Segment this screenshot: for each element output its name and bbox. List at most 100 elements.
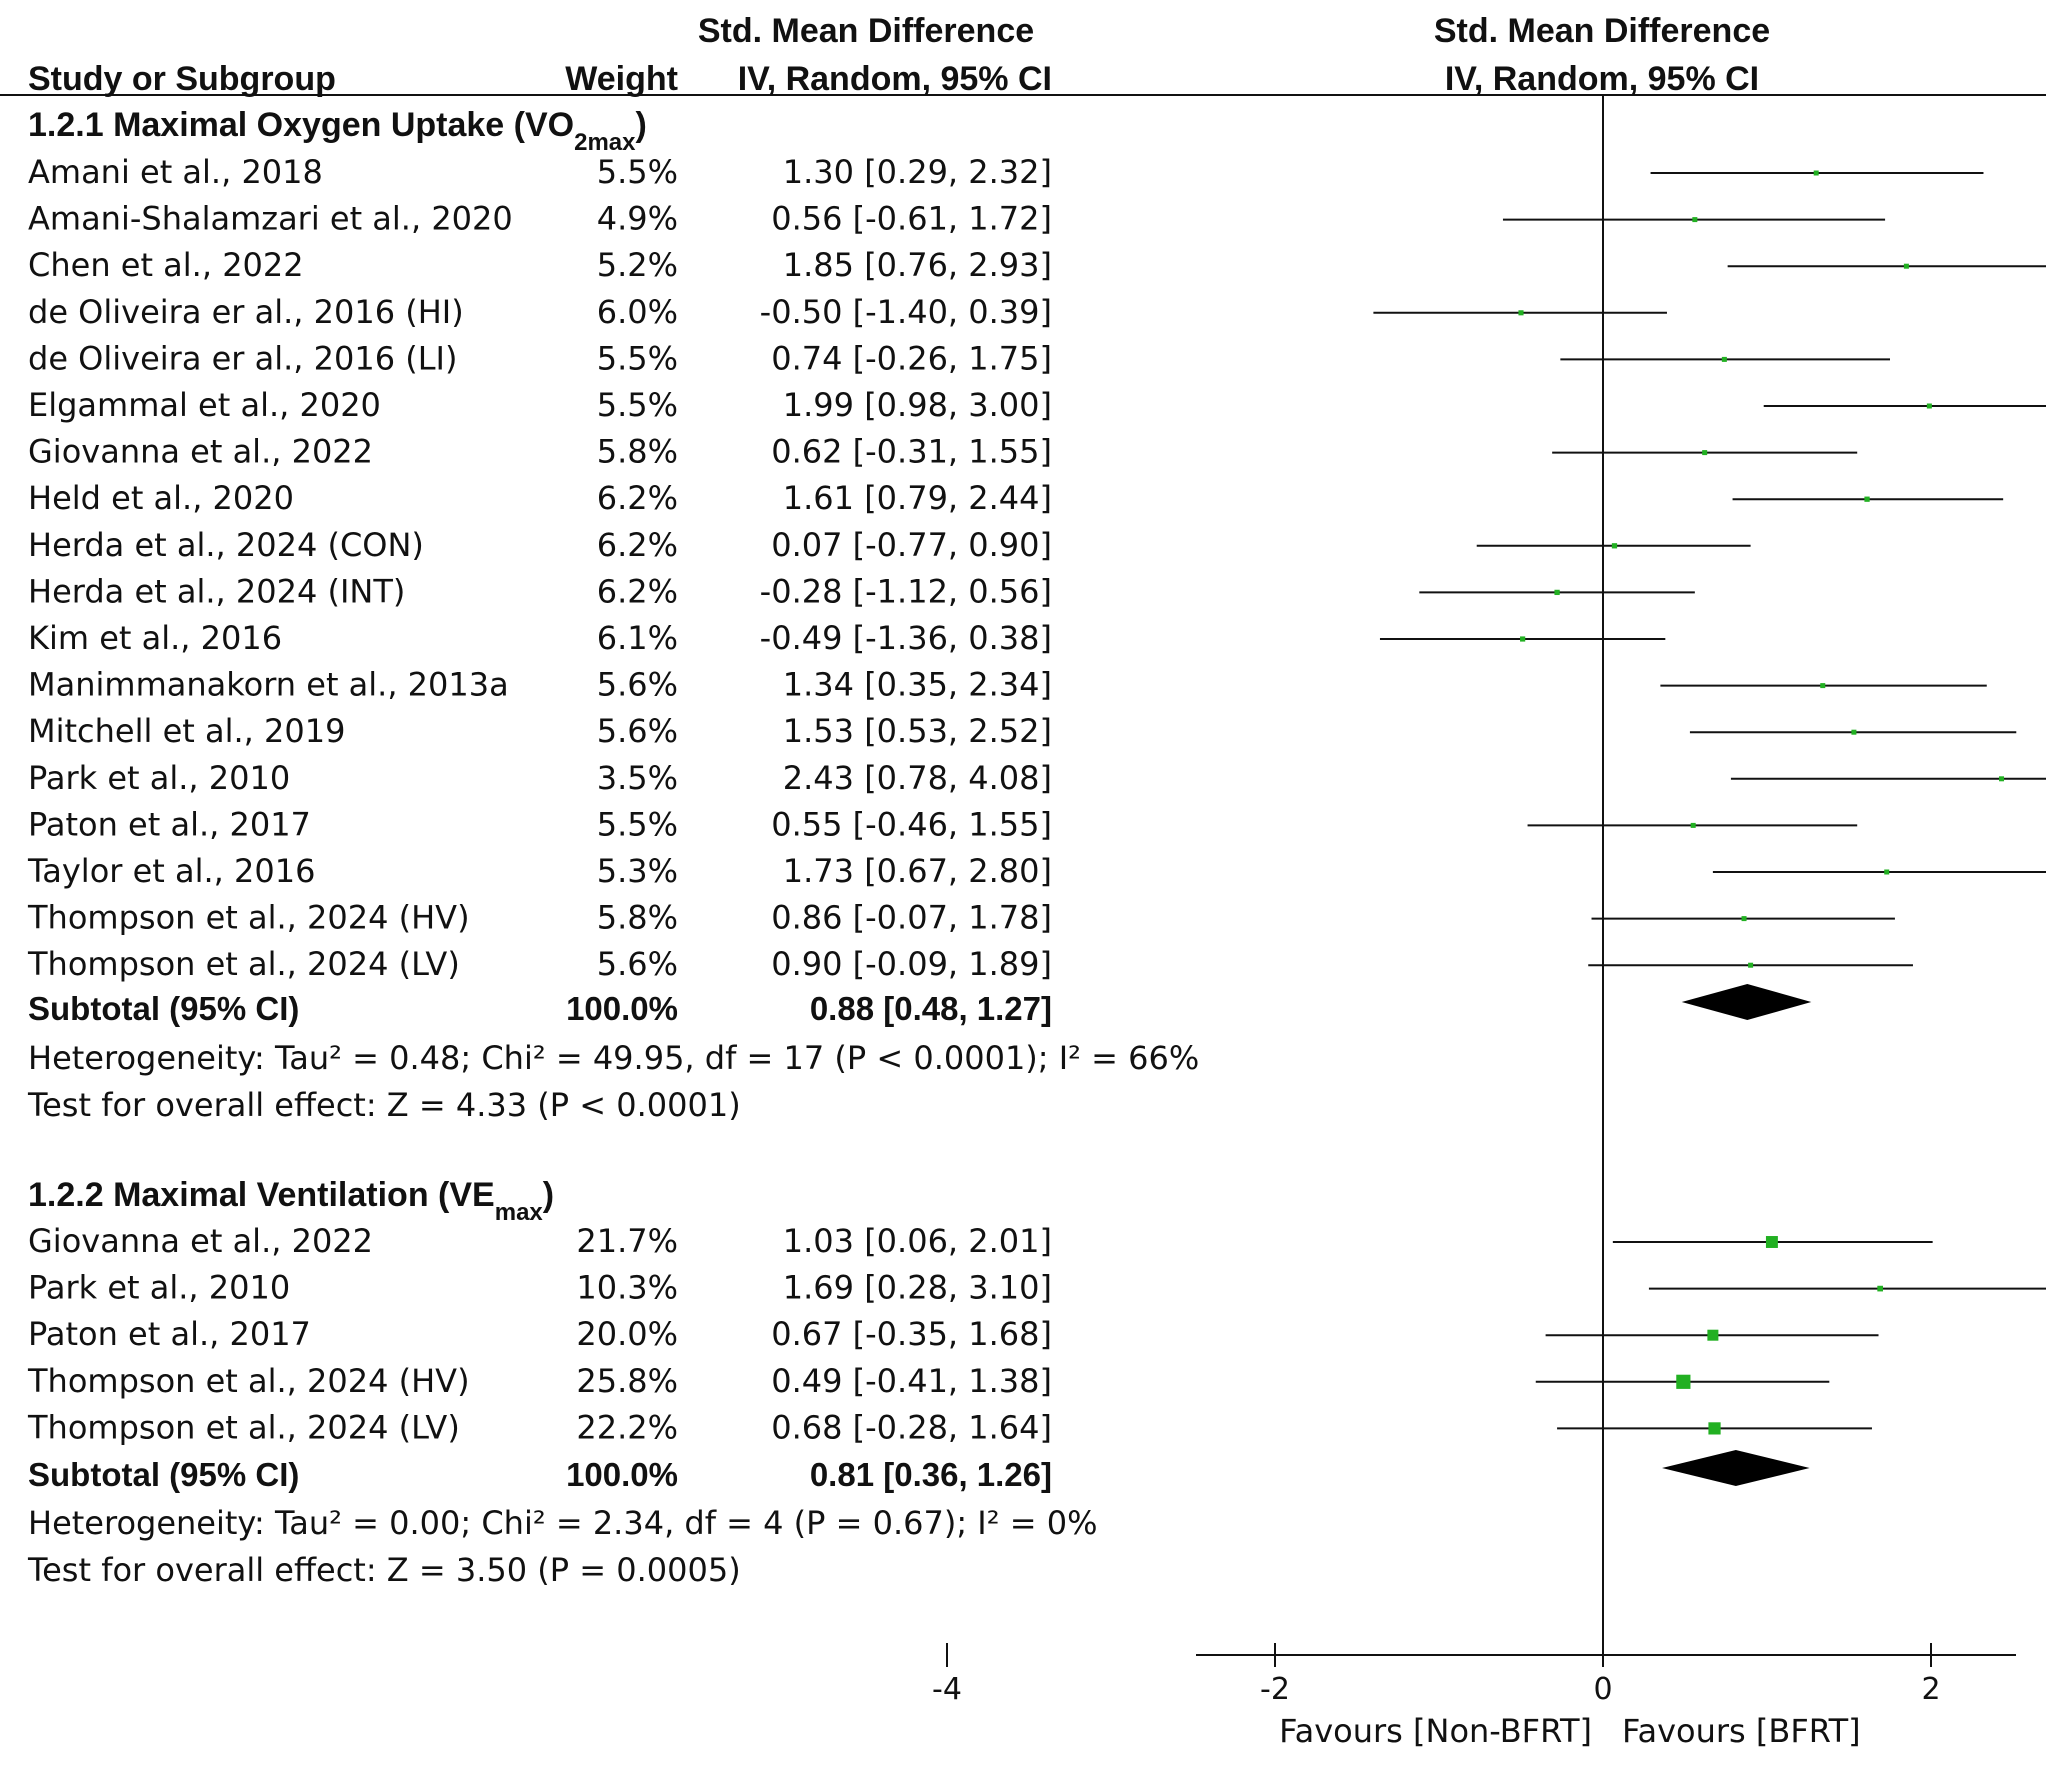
- study-weight: 5.8%: [597, 433, 678, 471]
- study-name: Thompson et al., 2024 (LV): [27, 945, 460, 983]
- study-name: Chen et al., 2022: [28, 246, 304, 284]
- group-2-title: 1.2.2 Maximal Ventilation (VEmax): [28, 1176, 554, 1226]
- subtotal-weight: 100.0%: [566, 990, 678, 1027]
- effect-marker: [1926, 403, 1932, 409]
- study-name: Thompson et al., 2024 (LV): [27, 1408, 460, 1446]
- effect-header-top: Std. Mean Difference: [698, 12, 1034, 50]
- study-weight: 25.8%: [576, 1362, 678, 1400]
- subtotal-weight: 100.0%: [566, 1456, 678, 1493]
- favours-right-label: Favours [BFRT]: [1622, 1712, 1861, 1750]
- study-weight: 21.7%: [576, 1222, 678, 1260]
- study-weight: 5.3%: [597, 852, 678, 890]
- effect-marker: [1702, 450, 1708, 456]
- study-effect-ci: 2.43 [0.78, 4.08]: [783, 759, 1052, 797]
- study-weight: 6.2%: [597, 572, 678, 610]
- study-name: Herda et al., 2024 (CON): [28, 526, 424, 564]
- effect-marker: [1554, 589, 1560, 596]
- axis-tick-label: -4: [932, 1672, 962, 1707]
- study-weight: 5.6%: [597, 666, 678, 704]
- study-name: Thompson et al., 2024 (HV): [27, 899, 470, 937]
- study-name: Taylor et al., 2016: [27, 852, 315, 890]
- study-weight: 20.0%: [576, 1315, 678, 1353]
- weight-header: Weight: [565, 60, 678, 98]
- effect-marker: [1692, 217, 1698, 223]
- study-effect-ci: 0.86 [-0.07, 1.78]: [771, 899, 1052, 937]
- plot-marks: [1373, 170, 2046, 1486]
- study-effect-ci: -0.28 [-1.12, 0.56]: [760, 572, 1052, 610]
- study-name: Giovanna et al., 2022: [28, 433, 373, 471]
- study-name: Elgammal et al., 2020: [28, 386, 381, 424]
- study-effect-ci: 0.74 [-0.26, 1.75]: [771, 339, 1052, 377]
- study-weight: 6.2%: [597, 479, 678, 517]
- study-weight: 5.5%: [597, 386, 678, 424]
- study-effect-ci: 1.30 [0.29, 2.32]: [783, 153, 1052, 191]
- effect-marker: [1520, 636, 1526, 642]
- study-weight: 22.2%: [576, 1408, 678, 1446]
- group-2-heterogeneity: Heterogeneity: Tau² = 0.00; Chi² = 2.34,…: [28, 1504, 1097, 1542]
- study-weight: 5.5%: [597, 153, 678, 191]
- study-effect-ci: 1.85 [0.76, 2.93]: [783, 246, 1052, 284]
- effect-header-bottom: IV, Random, 95% CI: [738, 60, 1052, 98]
- study-name: Held et al., 2020: [28, 479, 294, 517]
- group-2-rows: Giovanna et al., 2022 21.7% 1.03 [0.06, 2.…: [27, 1222, 1052, 1493]
- study-effect-ci: 1.61 [0.79, 2.44]: [783, 479, 1052, 517]
- subtotal-effect-ci: 0.81 [0.36, 1.26]: [810, 1456, 1052, 1493]
- effect-marker: [1611, 543, 1618, 549]
- study-weight: 5.5%: [597, 339, 678, 377]
- study-name: Mitchell et al., 2019: [28, 712, 345, 750]
- study-name: de Oliveira er al., 2016 (HI): [28, 293, 464, 331]
- study-weight: 10.3%: [576, 1269, 678, 1307]
- study-effect-ci: 0.49 [-0.41, 1.38]: [771, 1362, 1052, 1400]
- effect-marker: [1748, 962, 1754, 968]
- group-1-overall-effect: Test for overall effect: Z = 4.33 (P < 0…: [27, 1086, 741, 1124]
- study-effect-ci: 1.73 [0.67, 2.80]: [783, 852, 1052, 890]
- study-name: Kim et al., 2016: [28, 619, 282, 657]
- effect-marker: [1721, 356, 1727, 362]
- study-effect-ci: 1.34 [0.35, 2.34]: [783, 666, 1052, 704]
- study-name: Herda et al., 2024 (INT): [28, 572, 405, 610]
- study-effect-ci: 1.99 [0.98, 3.00]: [783, 386, 1052, 424]
- effect-marker: [1877, 1285, 1883, 1292]
- study-effect-ci: 1.53 [0.53, 2.52]: [783, 712, 1052, 750]
- study-effect-ci: 1.69 [0.28, 3.10]: [783, 1269, 1052, 1307]
- study-weight: 6.0%: [597, 293, 678, 331]
- study-effect-ci: -0.49 [-1.36, 0.38]: [760, 619, 1052, 657]
- group-1-title: 1.2.1 Maximal Oxygen Uptake (VO2max): [28, 106, 647, 156]
- study-weight: 6.2%: [597, 526, 678, 564]
- axis-tick-label: 2: [1921, 1672, 1940, 1707]
- axis-tick-label: 0: [1593, 1672, 1612, 1707]
- study-name: de Oliveira er al., 2016 (LI): [28, 339, 457, 377]
- study-name: Park et al., 2010: [28, 1269, 290, 1307]
- effect-marker: [1864, 496, 1870, 502]
- group-1-heterogeneity: Heterogeneity: Tau² = 0.48; Chi² = 49.95…: [28, 1039, 1199, 1077]
- study-effect-ci: -0.50 [-1.40, 0.39]: [760, 293, 1052, 331]
- study-weight: 5.8%: [597, 899, 678, 937]
- group-1-rows: Amani et al., 2018 5.5% 1.30 [0.29, 2.32] A…: [27, 153, 1052, 1027]
- favours-left-label: Favours [Non-BFRT]: [1279, 1712, 1592, 1750]
- effect-marker: [1708, 1422, 1721, 1435]
- subtotal-effect-ci: 0.88 [0.48, 1.27]: [810, 990, 1052, 1027]
- group-2-overall-effect: Test for overall effect: Z = 3.50 (P = 0…: [27, 1551, 741, 1589]
- study-weight: 5.2%: [597, 246, 678, 284]
- study-name: Thompson et al., 2024 (HV): [27, 1362, 470, 1400]
- subtotal-label: Subtotal (95% CI): [28, 990, 299, 1027]
- subtotal-diamond: [1662, 1450, 1810, 1486]
- study-name: Paton et al., 2017: [28, 805, 311, 843]
- study-effect-ci: 0.55 [-0.46, 1.55]: [771, 805, 1052, 843]
- study-name: Manimmanakorn et al., 2013a: [28, 666, 509, 704]
- study-effect-ci: 0.07 [-0.77, 0.90]: [771, 526, 1052, 564]
- study-weight: 5.5%: [597, 805, 678, 843]
- study-effect-ci: 0.90 [-0.09, 1.89]: [771, 945, 1052, 983]
- study-weight: 4.9%: [597, 200, 678, 238]
- effect-marker: [1851, 729, 1857, 735]
- effect-marker: [1903, 263, 1909, 269]
- plot-header-bottom: IV, Random, 95% CI: [1445, 60, 1759, 98]
- effect-marker: [1884, 869, 1890, 875]
- study-name: Park et al., 2010: [28, 759, 290, 797]
- effect-marker: [1707, 1329, 1719, 1341]
- plot-header-top: Std. Mean Difference: [1434, 12, 1770, 50]
- study-weight: 5.6%: [597, 712, 678, 750]
- study-name: Amani-Shalamzari et al., 2020: [28, 200, 513, 238]
